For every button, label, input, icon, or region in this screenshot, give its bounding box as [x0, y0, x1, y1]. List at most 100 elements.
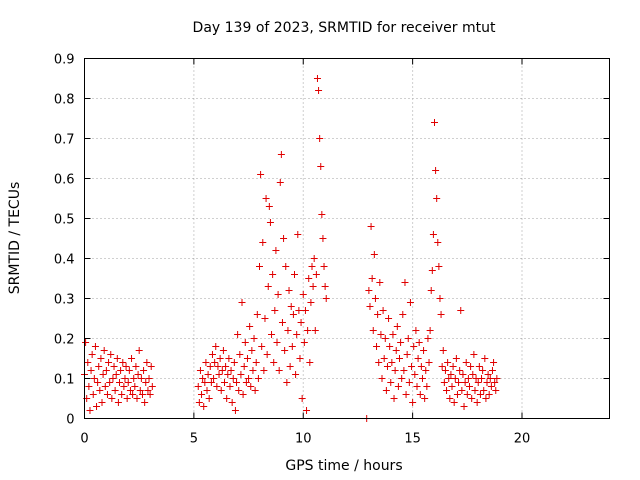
data-point: [141, 399, 149, 406]
data-point: [313, 75, 321, 82]
data-point: [86, 407, 94, 414]
data-point: [108, 395, 116, 402]
data-point: [249, 367, 257, 374]
data-point: [318, 211, 326, 218]
y-tick-label: 0.6: [54, 173, 75, 188]
data-point: [238, 299, 246, 306]
data-point: [274, 291, 282, 298]
data-point: [100, 347, 108, 354]
data-point: [124, 379, 132, 386]
data-point: [95, 363, 103, 370]
y-tick-label: 0.9: [54, 53, 75, 68]
data-point: [305, 275, 313, 282]
data-point: [462, 359, 470, 366]
data-point: [106, 379, 114, 386]
data-point: [133, 395, 141, 402]
data-point: [467, 363, 475, 370]
data-point: [228, 399, 236, 406]
data-point: [376, 279, 384, 286]
data-point: [389, 331, 397, 338]
data-point: [297, 319, 305, 326]
data-point: [200, 403, 208, 410]
data-point: [483, 379, 491, 386]
data-point: [286, 363, 294, 370]
data-point: [270, 359, 278, 366]
data-point: [368, 275, 376, 282]
data-point: [252, 359, 260, 366]
data-point: [444, 359, 452, 366]
data-point: [486, 375, 494, 382]
chart-title: Day 139 of 2023, SRMTID for receiver mtu…: [193, 20, 496, 36]
data-point: [204, 371, 212, 378]
data-point: [478, 375, 486, 382]
data-point: [119, 359, 127, 366]
data-point: [111, 387, 119, 394]
data-point: [260, 367, 268, 374]
data-point: [217, 387, 225, 394]
data-point: [315, 87, 323, 94]
data-point: [201, 379, 209, 386]
data-point: [145, 375, 153, 382]
data-point: [371, 295, 379, 302]
data-point: [250, 335, 258, 342]
data-point: [431, 119, 438, 126]
data-point: [440, 379, 448, 386]
data-point: [229, 375, 237, 382]
data-point: [468, 395, 476, 402]
data-point: [227, 367, 235, 374]
data-point: [373, 343, 381, 350]
data-point: [427, 287, 435, 294]
data-point: [484, 371, 492, 378]
data-point: [272, 247, 280, 254]
data-point: [439, 347, 447, 354]
plot-frame: [84, 58, 610, 419]
data-point: [134, 371, 142, 378]
data-point: [438, 363, 446, 370]
data-point: [434, 239, 442, 246]
data-point: [377, 331, 385, 338]
data-point: [216, 355, 224, 362]
data-point: [89, 391, 97, 398]
data-point: [379, 307, 387, 314]
data-point: [284, 327, 292, 334]
data-point: [423, 383, 431, 390]
data-point: [282, 263, 290, 270]
data-point: [247, 383, 255, 390]
y-tick-label: 0.4: [54, 253, 75, 268]
data-point: [312, 271, 320, 278]
data-point: [301, 307, 309, 314]
data-point: [96, 387, 104, 394]
data-point: [374, 311, 382, 318]
data-point: [116, 379, 123, 386]
data-point: [109, 375, 117, 382]
data-point: [487, 383, 495, 390]
data-point: [475, 363, 483, 370]
y-tick-label: 0.7: [54, 133, 75, 148]
data-point: [456, 367, 464, 374]
data-point: [474, 379, 482, 386]
x-tick-label: 10: [295, 432, 312, 447]
data-point: [303, 407, 311, 414]
data-point: [123, 395, 131, 402]
data-point: [87, 367, 95, 374]
data-point: [91, 343, 99, 350]
data-point: [143, 359, 151, 366]
data-point: [131, 383, 139, 390]
data-point: [147, 363, 155, 370]
data-point: [213, 383, 221, 390]
data-point: [306, 359, 314, 366]
data-point: [205, 395, 213, 402]
data-point: [491, 379, 499, 386]
data-point: [409, 399, 417, 406]
data-point: [275, 367, 283, 374]
x-tick-label: 5: [190, 432, 198, 447]
y-tick-label: 0.1: [54, 373, 75, 388]
data-point: [265, 203, 273, 210]
data-point: [296, 355, 304, 362]
data-point: [264, 283, 272, 290]
data-point: [304, 327, 312, 334]
data-point: [287, 303, 295, 310]
data-point: [382, 387, 390, 394]
data-point: [241, 339, 249, 346]
